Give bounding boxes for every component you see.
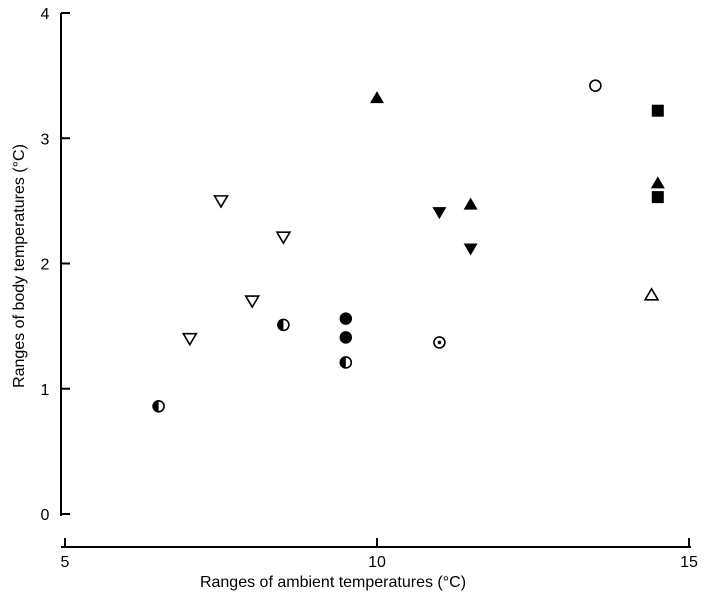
y-axis-label: Ranges of body temperatures (°C): [11, 144, 28, 388]
point-open-triangle-down-0: [181, 332, 198, 347]
point-filled-triangle-down-1: [463, 243, 478, 256]
x-ticks: 5 10 15: [61, 538, 698, 571]
y-ticks: 0 1 2 3 4: [41, 6, 70, 524]
y-tick-label-2: 2: [41, 257, 50, 274]
point-filled-square-1: [651, 191, 664, 204]
point-dotted-circle-0: [433, 336, 446, 349]
point-filled-triangle-up-1: [463, 197, 478, 210]
x-tick-label-2: 15: [680, 554, 698, 571]
y-tick-label-3: 3: [41, 131, 50, 148]
y-tick-label-4: 4: [41, 6, 50, 23]
y-tick-label-1: 1: [41, 382, 50, 399]
point-filled-triangle-up-2: [650, 176, 665, 189]
point-half-filled-circle-0: [152, 399, 165, 413]
y-tick-label-0: 0: [41, 507, 50, 524]
x-tick-label-1: 10: [368, 554, 386, 571]
point-open-triangle-down-1: [213, 195, 229, 209]
data-points: [152, 79, 665, 413]
x-axis-label: Ranges of ambient temperatures (°C): [200, 574, 466, 591]
point-open-circle-0: [589, 79, 602, 92]
point-open-triangle-down-3: [275, 231, 292, 245]
point-filled-triangle-down-0: [432, 207, 447, 220]
point-filled-circle-0: [339, 312, 353, 325]
point-filled-square-0: [651, 104, 664, 117]
point-open-triangle-up-0: [643, 287, 660, 301]
point-half-filled-circle-1: [277, 318, 290, 332]
point-open-triangle-down-2: [244, 295, 261, 309]
point-filled-circle-1: [339, 331, 353, 344]
x-tick-label-0: 5: [61, 554, 70, 571]
point-half-filled-circle-2: [339, 356, 353, 369]
point-filled-triangle-up-0: [370, 91, 384, 104]
